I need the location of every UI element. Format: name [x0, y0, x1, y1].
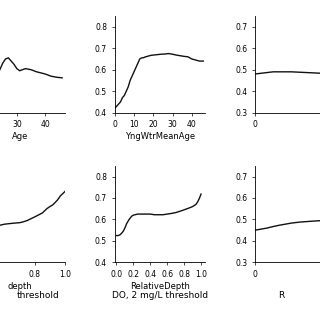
X-axis label: YngWtrMeanAge: YngWtrMeanAge	[125, 132, 195, 141]
Text: R: R	[278, 291, 285, 300]
X-axis label: depth: depth	[7, 282, 32, 291]
Text: DO, 2 mg/L threshold: DO, 2 mg/L threshold	[112, 291, 208, 300]
Text: threshold: threshold	[17, 291, 60, 300]
X-axis label: RelativeDepth: RelativeDepth	[130, 282, 190, 291]
X-axis label: Age: Age	[12, 132, 28, 141]
